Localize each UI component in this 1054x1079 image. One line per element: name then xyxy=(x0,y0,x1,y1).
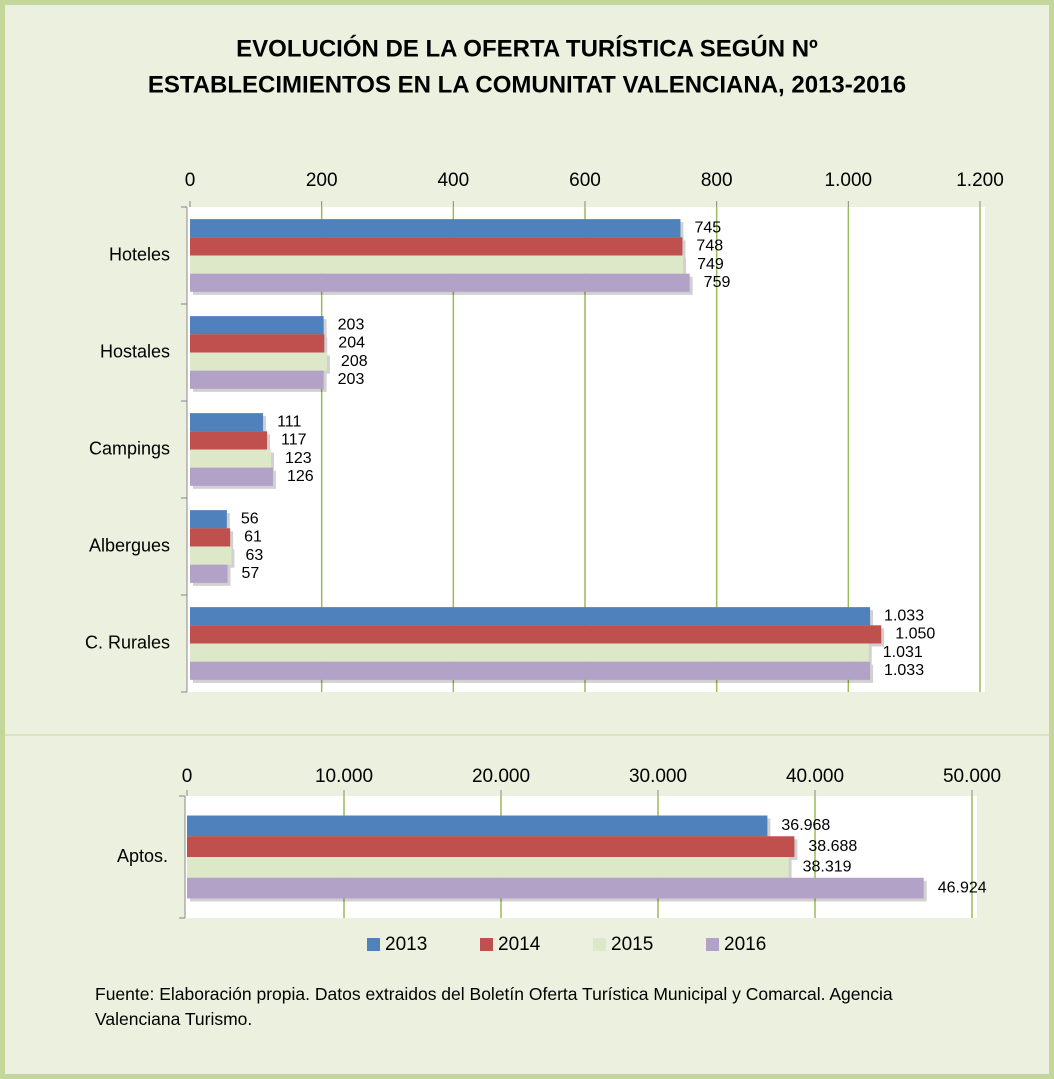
value-label: 203 xyxy=(338,316,365,333)
bar xyxy=(190,546,232,565)
value-label: 749 xyxy=(697,256,724,273)
value-label: 117 xyxy=(281,432,307,449)
bar xyxy=(190,607,871,626)
x-tick-label: 600 xyxy=(569,170,601,191)
value-label: 1.033 xyxy=(884,607,924,624)
category-label: Hoteles xyxy=(109,244,170,264)
legend-label: 2015 xyxy=(611,934,653,955)
bar xyxy=(187,836,795,857)
value-label: 748 xyxy=(696,238,723,255)
value-label: 203 xyxy=(338,371,365,388)
bar xyxy=(190,413,264,432)
bar xyxy=(190,255,684,274)
x-tick-label: 20.000 xyxy=(472,766,530,787)
value-label: 57 xyxy=(242,565,260,582)
value-label: 38.688 xyxy=(808,838,857,855)
value-label: 1.033 xyxy=(884,662,924,679)
value-label: 759 xyxy=(704,274,731,291)
legend-swatch xyxy=(367,938,380,951)
value-label: 38.319 xyxy=(803,859,852,876)
x-tick-label: 1.000 xyxy=(825,170,873,191)
legend-swatch xyxy=(706,938,719,951)
x-tick-label: 1.200 xyxy=(956,170,1004,191)
value-label: 1.050 xyxy=(895,626,935,643)
value-label: 123 xyxy=(285,450,312,467)
value-label: 1.031 xyxy=(883,644,923,661)
bar xyxy=(190,564,228,583)
bar xyxy=(190,661,871,680)
value-label: 36.968 xyxy=(781,817,830,834)
x-tick-label: 30.000 xyxy=(629,766,687,787)
bar xyxy=(190,352,327,371)
bar xyxy=(190,510,227,529)
category-label: Albergues xyxy=(89,535,170,555)
source-note: Fuente: Elaboración propia. Datos extrai… xyxy=(95,984,893,1029)
category-label: Campings xyxy=(89,438,170,458)
x-tick-label: 0 xyxy=(185,170,196,191)
x-tick-label: 50.000 xyxy=(943,766,1001,787)
value-label: 111 xyxy=(277,413,301,430)
category-label: Aptos. xyxy=(117,846,168,866)
legend-label: 2016 xyxy=(724,934,766,955)
x-tick-label: 10.000 xyxy=(315,766,373,787)
bar xyxy=(190,273,690,292)
legend-label: 2013 xyxy=(385,934,427,955)
bar xyxy=(190,237,683,256)
legend-swatch xyxy=(593,938,606,951)
value-label: 56 xyxy=(241,510,259,527)
bar xyxy=(190,334,325,353)
value-label: 745 xyxy=(694,219,721,236)
bar xyxy=(190,219,681,238)
bar xyxy=(187,815,768,837)
x-tick-label: 0 xyxy=(182,766,193,787)
bar xyxy=(190,625,882,644)
legend-swatch xyxy=(480,938,493,951)
value-label: 126 xyxy=(287,468,314,485)
value-label: 46.924 xyxy=(938,879,987,896)
bar xyxy=(190,316,324,335)
x-tick-label: 800 xyxy=(701,170,733,191)
value-label: 61 xyxy=(244,529,262,546)
chart-title: EVOLUCIÓN DE LA OFERTA TURÍSTICA SEGÚN N… xyxy=(236,34,818,62)
bar xyxy=(190,370,324,389)
bar xyxy=(190,528,231,547)
value-label: 63 xyxy=(245,547,263,564)
legend-label: 2014 xyxy=(498,934,541,955)
value-label: 208 xyxy=(341,353,368,370)
bar xyxy=(190,449,271,468)
bar xyxy=(187,877,924,899)
category-label: C. Rurales xyxy=(85,632,170,652)
bar xyxy=(190,431,268,450)
x-tick-label: 40.000 xyxy=(786,766,844,787)
value-label: 204 xyxy=(338,335,365,352)
bar xyxy=(190,643,869,662)
bar xyxy=(187,857,789,878)
bar xyxy=(190,467,273,486)
chart-title: ESTABLECIMIENTOS EN LA COMUNITAT VALENCI… xyxy=(148,71,906,98)
x-tick-label: 400 xyxy=(437,170,469,191)
category-label: Hostales xyxy=(100,341,170,361)
x-tick-label: 200 xyxy=(306,170,338,191)
